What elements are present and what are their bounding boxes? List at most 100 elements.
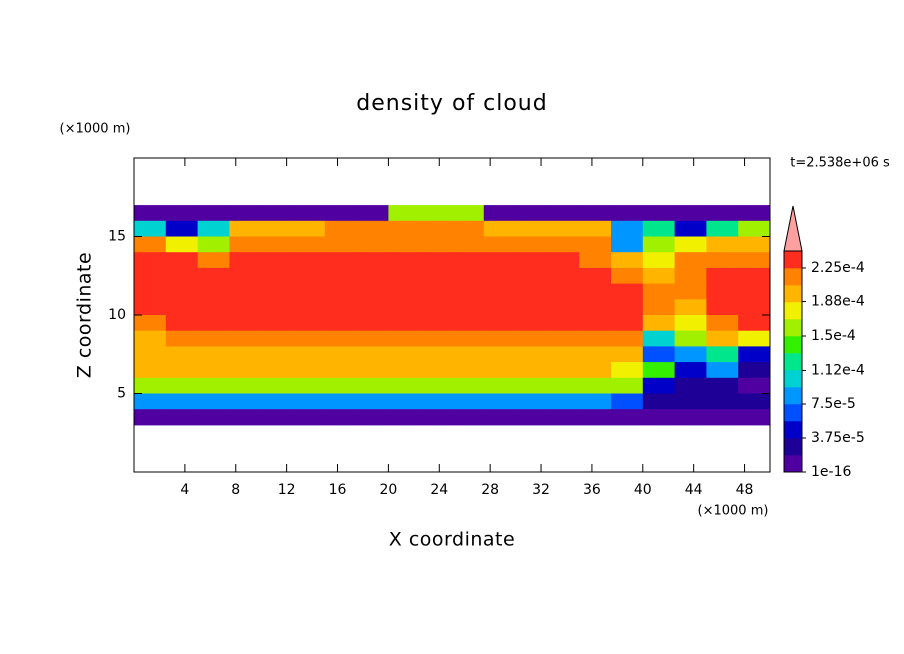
field-cell: [452, 205, 485, 222]
field-cell: [515, 346, 548, 363]
field-cell: [483, 267, 517, 285]
field-cell: [674, 236, 707, 253]
field-cell: [261, 267, 294, 285]
x-tick-label: 36: [583, 482, 601, 498]
field-cell: [611, 393, 644, 410]
field-cell: [293, 409, 326, 426]
field-cell: [388, 267, 421, 285]
field-cell: [229, 220, 262, 237]
field-cell: [420, 330, 453, 347]
field-cell: [388, 393, 421, 410]
field-cell: [324, 315, 358, 332]
field-cell: [197, 252, 230, 269]
field-cell: [483, 409, 517, 426]
field-cell: [293, 330, 326, 347]
field-cell: [642, 299, 676, 316]
field-cell: [165, 409, 199, 426]
field-cell: [388, 283, 421, 300]
field-cell: [356, 346, 389, 363]
field-cell: [706, 236, 739, 253]
field-cell: [483, 220, 517, 237]
field-cell: [642, 346, 676, 363]
field-cell: [324, 393, 358, 410]
field-cell: [261, 252, 294, 269]
field-cell: [642, 205, 676, 222]
field-cell: [515, 315, 548, 332]
field-cell: [165, 252, 199, 269]
colorbar-label: 1.12e-4: [811, 362, 865, 378]
field-cell: [515, 362, 548, 379]
field-cell: [579, 330, 612, 347]
colorbar-overflow: [783, 205, 803, 252]
field-cell: [356, 283, 389, 300]
field-cell: [515, 236, 548, 253]
field-cell: [547, 362, 580, 379]
field-cell: [229, 330, 262, 347]
y-axis-title: Z coordinate: [74, 252, 96, 378]
y-tick-label: 15: [108, 229, 126, 245]
field-cell: [547, 330, 580, 347]
field-cell: [420, 220, 453, 237]
x-axis-title: X coordinate: [389, 529, 515, 551]
field-cell: [134, 346, 167, 363]
field-cell: [229, 205, 262, 222]
field-cell: [293, 283, 326, 300]
field-cell: [452, 220, 485, 237]
field-cell: [611, 205, 644, 222]
field-cell: [483, 205, 517, 222]
colorbar-band: [784, 438, 802, 456]
field-cell: [293, 393, 326, 410]
field-cell: [452, 236, 485, 253]
field-cell: [642, 220, 676, 237]
field-cell: [197, 236, 230, 253]
field-cell: [261, 346, 294, 363]
field-cell: [738, 330, 771, 347]
field-cell: [738, 346, 771, 363]
field-cell: [165, 330, 199, 347]
field-cell: [261, 315, 294, 332]
field-cell: [356, 362, 389, 379]
field-cell: [547, 267, 580, 285]
field-cell: [261, 330, 294, 347]
field-cell: [356, 220, 389, 237]
x-unit: (×1000 m): [698, 504, 769, 519]
colorbar-band: [784, 336, 802, 354]
field-cell: [611, 299, 644, 316]
field-cell: [642, 409, 676, 426]
field-cell: [134, 362, 167, 379]
field-cell: [674, 393, 707, 410]
field-cell: [452, 393, 485, 410]
field-cell: [611, 346, 644, 363]
field-cell: [293, 267, 326, 285]
field-cell: [674, 283, 707, 300]
field-cell: [229, 409, 262, 426]
colorbar-label: 1.5e-4: [811, 328, 856, 344]
field-cell: [452, 267, 485, 285]
field-cell: [674, 205, 707, 222]
colorbar-band: [784, 421, 802, 439]
field-cell: [738, 205, 771, 222]
field-cell: [356, 236, 389, 253]
field-cell: [674, 362, 707, 379]
field-cell: [229, 393, 262, 410]
field-cell: [483, 283, 517, 300]
x-tick-label: 16: [329, 482, 347, 498]
field-cell: [452, 330, 485, 347]
field-cell: [674, 409, 707, 426]
field-cell: [293, 299, 326, 316]
field-cell: [483, 346, 517, 363]
field-cell: [515, 205, 548, 222]
field-cell: [165, 283, 199, 300]
field-cell: [165, 236, 199, 253]
colorbar-band: [784, 404, 802, 422]
field-cell: [356, 377, 389, 394]
field-cell: [579, 362, 612, 379]
field-cell: [165, 299, 199, 316]
field-cell: [706, 283, 739, 300]
field-cell: [420, 315, 453, 332]
field-cell: [420, 409, 453, 426]
field-cell: [324, 236, 358, 253]
field-cell: [611, 252, 644, 269]
field-cell: [134, 315, 167, 332]
